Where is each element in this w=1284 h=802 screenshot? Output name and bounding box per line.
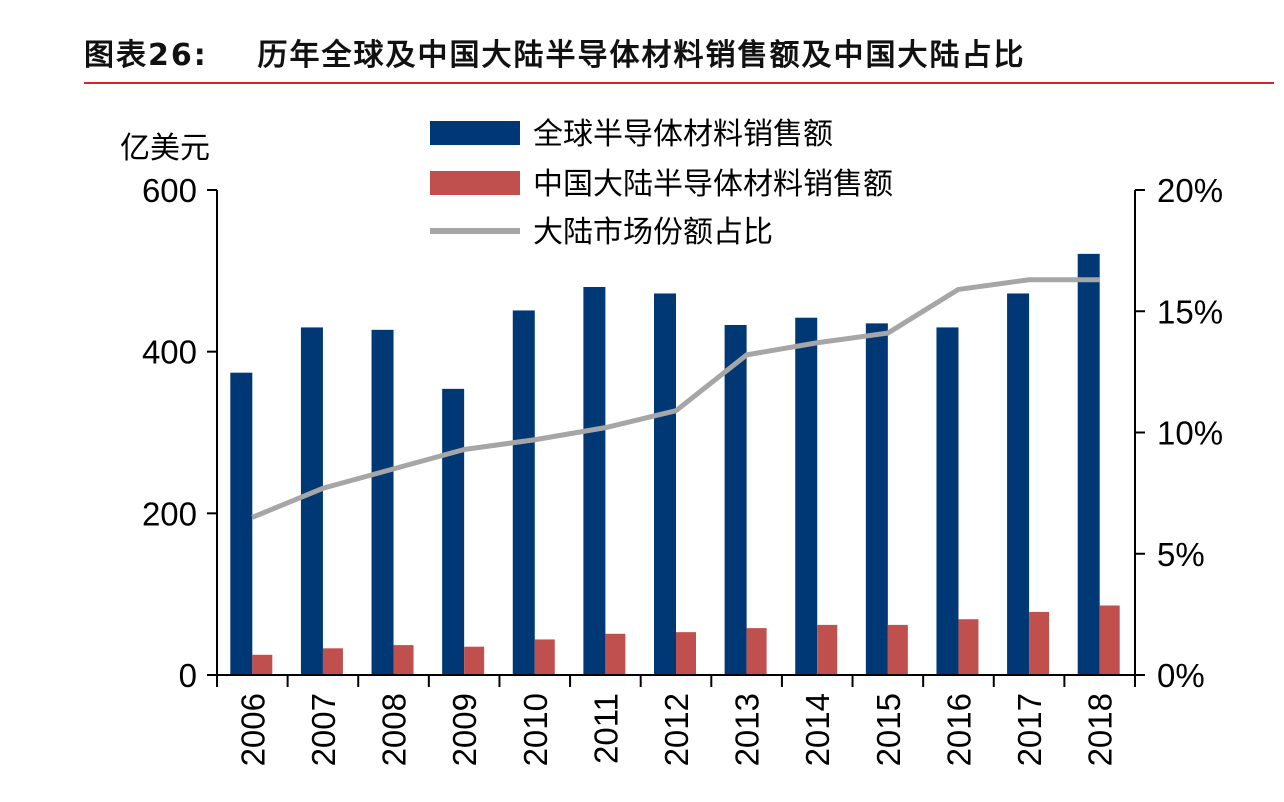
- bar-global-2007: [300, 327, 323, 675]
- legend-swatch-china: [430, 171, 520, 195]
- x-tick-label: 2017: [1011, 693, 1048, 766]
- bar-china-2010: [534, 639, 555, 675]
- y2-tick-label: 5%: [1157, 536, 1205, 573]
- bar-global-2017: [1007, 293, 1030, 675]
- bar-global-2008: [371, 329, 394, 675]
- bar-global-2013: [724, 324, 747, 675]
- bar-china-2018: [1099, 605, 1120, 675]
- bar-china-2011: [605, 633, 626, 675]
- bar-global-2010: [512, 310, 535, 675]
- legend-label: 全球半导体材料销售额: [533, 117, 833, 152]
- bar-china-2012: [676, 632, 696, 675]
- bar-global-2014: [795, 317, 818, 675]
- bar-china-2008: [393, 645, 414, 675]
- y-tick-label: 600: [142, 172, 197, 209]
- x-tick-label: 2009: [446, 693, 483, 766]
- x-tick-label: 2010: [517, 693, 554, 766]
- y-tick-label: 0: [179, 657, 197, 694]
- legend-label: 中国大陆半导体材料销售额: [533, 167, 893, 202]
- bar-global-2016: [936, 327, 959, 675]
- bar-global-2015: [865, 323, 888, 675]
- bar-china-2009: [464, 646, 485, 675]
- x-tick-label: 2011: [587, 693, 624, 764]
- x-tick-label: 2013: [729, 693, 766, 766]
- bar-global-2009: [442, 388, 465, 675]
- x-tick-label: 2018: [1082, 693, 1119, 766]
- chart-title: 图表26: 历年全球及中国大陆半导体材料销售额及中国大陆占比: [84, 38, 1026, 73]
- x-tick-label: 2006: [234, 693, 271, 766]
- y-tick-label: 200: [142, 495, 197, 532]
- x-tick-label: 2016: [940, 693, 977, 766]
- bar-china-2016: [958, 619, 979, 675]
- x-tick-label: 2012: [658, 693, 695, 766]
- bar-china-2015: [887, 624, 908, 675]
- x-tick-label: 2007: [305, 693, 342, 766]
- legend-swatch-global: [430, 121, 520, 145]
- bar-china-2014: [817, 624, 838, 675]
- y-axis-label: 亿美元: [120, 131, 210, 166]
- y2-tick-label: 10%: [1157, 415, 1223, 452]
- bar-global-2012: [654, 293, 676, 675]
- bar-china-2006: [252, 654, 273, 675]
- x-tick-label: 2008: [376, 693, 413, 766]
- y2-tick-label: 15%: [1157, 293, 1223, 330]
- bar-global-2006: [230, 372, 253, 675]
- bar-china-2007: [322, 648, 343, 675]
- y2-tick-label: 0%: [1157, 657, 1205, 694]
- title-divider: [84, 82, 1274, 84]
- bar-china-2013: [746, 628, 767, 675]
- bar-global-2011: [583, 287, 606, 675]
- x-tick-label: 2014: [799, 693, 836, 766]
- y-tick-label: 400: [142, 334, 197, 371]
- y2-tick-label: 20%: [1157, 172, 1223, 209]
- bar-china-2017: [1029, 611, 1050, 675]
- x-tick-label: 2015: [870, 693, 907, 766]
- legend-label: 大陆市场份额占比: [533, 215, 773, 250]
- bar-global-2018: [1077, 253, 1100, 675]
